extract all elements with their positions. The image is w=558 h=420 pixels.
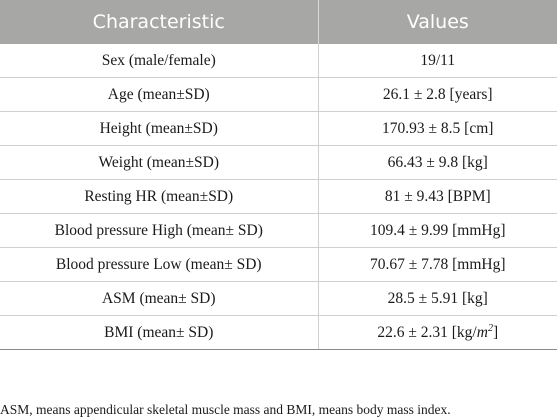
bmi-unit: m [476,323,488,341]
row-label: Weight (mean±SD) [0,145,318,180]
row-value: 70.67 ± 7.78 [mmHg] [317,247,557,282]
row-label: Blood pressure High (mean± SD) [0,213,318,248]
table-row: Blood pressure Low (mean± SD) 70.67 ± 7.… [0,247,557,282]
row-value: 170.93 ± 8.5 [cm] [317,111,557,146]
table-row: Sex (male/female) 19/11 [0,44,557,78]
table-row: Height (mean±SD) 170.93 ± 8.5 [cm] [0,111,557,146]
row-label: Height (mean±SD) [0,111,318,146]
row-label: Resting HR (mean±SD) [0,179,318,214]
row-value: 66.43 ± 9.8 [kg] [317,145,557,180]
header-characteristic: Characteristic [0,0,318,44]
table-header-row: Characteristic Values [0,0,557,44]
row-label: Blood pressure Low (mean± SD) [0,247,318,282]
table-row: BMI (mean± SD) 22.6 ± 2.31 [kg/m2] [0,315,557,350]
row-value-bmi: 22.6 ± 2.31 [kg/m2] [317,315,557,350]
table-row: Blood pressure High (mean± SD) 109.4 ± 9… [0,213,557,248]
row-label: Sex (male/female) [0,44,318,78]
row-value: 26.1 ± 2.8 [years] [317,77,557,112]
row-value: 81 ± 9.43 [BPM] [317,179,557,214]
table-footnote: ASM, means appendicular skeletal muscle … [0,402,451,417]
row-value: 28.5 ± 5.91 [kg] [317,281,557,316]
bmi-value-prefix: 22.6 ± 2.31 [kg/ [377,323,477,341]
characteristics-table: Characteristic Values Sex (male/female) … [0,0,557,350]
row-value: 19/11 [317,44,557,78]
table-row: Resting HR (mean±SD) 81 ± 9.43 [BPM] [0,179,557,214]
table-row: Age (mean±SD) 26.1 ± 2.8 [years] [0,77,557,112]
table-row: ASM (mean± SD) 28.5 ± 5.91 [kg] [0,281,557,316]
row-label: BMI (mean± SD) [0,315,318,350]
row-value: 109.4 ± 9.99 [mmHg] [317,213,557,248]
row-label: ASM (mean± SD) [0,281,318,316]
bmi-value-suffix: ] [492,323,499,341]
bmi-unit-exponent: 2 [487,322,493,334]
header-values: Values [317,0,557,44]
table-row: Weight (mean±SD) 66.43 ± 9.8 [kg] [0,145,557,180]
row-label: Age (mean±SD) [0,77,318,112]
